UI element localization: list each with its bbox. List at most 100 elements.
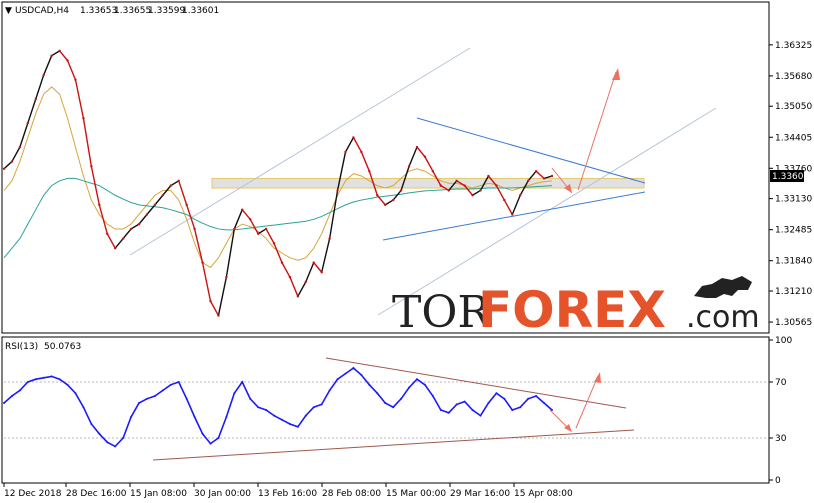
price-segment <box>495 185 505 201</box>
price-axis-tick-label: 1.33760 <box>775 164 812 174</box>
price-point <box>209 299 212 303</box>
price-segment <box>130 223 140 230</box>
price-segment <box>273 243 283 263</box>
price-point <box>391 198 395 202</box>
price-point <box>431 169 435 173</box>
price-segment <box>543 175 553 180</box>
price-point <box>249 218 252 221</box>
price-point <box>137 222 141 226</box>
price-series-layer <box>2 49 554 317</box>
rsi-point <box>527 397 530 400</box>
price-segment <box>114 238 124 249</box>
price-point <box>296 295 300 298</box>
price-segment <box>408 146 418 167</box>
price-segment <box>456 180 466 187</box>
rsi-point <box>543 402 546 404</box>
price-point <box>145 213 149 216</box>
price-point <box>10 160 14 163</box>
collapse-arrow-icon[interactable]: ▼ <box>5 6 12 16</box>
rsi-point <box>304 414 307 417</box>
price-segment <box>527 170 537 182</box>
price-point <box>121 237 125 240</box>
price-point <box>66 59 69 62</box>
rsi-point <box>233 392 236 395</box>
price-point <box>26 121 30 125</box>
price-segment <box>106 233 116 249</box>
rsi-point <box>193 416 196 418</box>
rsi-projection-down-arrowhead <box>564 424 572 432</box>
rsi-point <box>122 437 125 439</box>
rsi-point <box>145 397 148 400</box>
price-point <box>415 145 419 149</box>
price-point <box>90 165 93 168</box>
price-segment <box>392 189 402 201</box>
price-segment <box>464 185 474 196</box>
price-point <box>479 189 482 192</box>
axis-layer: 1.36325 1.35680 1.35050 1.34405 1.33760 1.331… <box>3 41 812 499</box>
price-segment <box>82 118 93 167</box>
price-segment <box>138 214 148 225</box>
rsi-axis-tick-label: 70 <box>775 378 787 388</box>
rsi-lower-trendline <box>152 429 635 461</box>
price-segment <box>122 228 132 240</box>
rsi-point <box>10 395 13 397</box>
price-point <box>376 194 379 197</box>
rsi-point <box>415 378 418 381</box>
price-point <box>399 189 403 192</box>
time-axis-tick-label: 12 Dec 2018 <box>4 489 62 499</box>
logo-tor: TOR <box>392 287 492 338</box>
price-segment <box>201 262 212 302</box>
rsi-point <box>217 437 220 439</box>
rsi-point <box>82 406 85 409</box>
rsi-point <box>169 383 172 386</box>
torforex-logo: TOR FOREX .com <box>392 276 760 339</box>
price-segment <box>360 151 370 172</box>
price-point <box>487 174 490 178</box>
rsi-point <box>368 383 371 386</box>
rsi-point <box>280 418 283 421</box>
price-point <box>233 227 236 231</box>
rsi-point <box>106 441 109 444</box>
price-segment <box>328 190 339 239</box>
price-point <box>344 150 347 154</box>
ohlc-high: 1.33655 <box>114 6 151 16</box>
price-point <box>74 78 77 81</box>
price-segment <box>27 98 37 124</box>
rsi-line <box>3 366 553 448</box>
rsi-point <box>376 392 379 395</box>
price-point <box>264 227 268 231</box>
time-axis-tick-label: 13 Feb 16:00 <box>258 489 317 499</box>
rsi-point <box>34 378 37 381</box>
rsi-point <box>392 406 395 409</box>
current-price-badge-bg <box>770 170 804 182</box>
rsi-point <box>384 402 387 404</box>
price-axis-tick-label: 1.35050 <box>775 102 812 112</box>
price-segment <box>19 122 29 148</box>
rsi-point <box>74 392 77 395</box>
rsi-point <box>455 403 458 406</box>
rsi-point <box>3 402 5 404</box>
price-point <box>423 155 427 158</box>
rsi-point <box>50 375 53 378</box>
price-point <box>550 174 554 178</box>
rsi-point <box>535 395 538 397</box>
rsi-axis-tick-label: 100 <box>775 336 792 346</box>
rsi-point <box>265 409 268 411</box>
price-point <box>352 136 355 139</box>
price-axis-tick-label: 1.32485 <box>775 226 812 236</box>
price-axis-tick-label: 1.35680 <box>775 72 812 82</box>
rsi-point <box>66 383 69 386</box>
price-segment <box>233 209 243 230</box>
price-segment <box>400 166 410 191</box>
price-point <box>241 208 244 211</box>
price-pane-frame <box>1 1 770 334</box>
rsi-axis-tick-label: 30 <box>775 434 787 444</box>
time-axis-tick-label: 15 Jan 08:00 <box>130 489 187 499</box>
rsi-point <box>225 416 228 418</box>
rsi-point <box>431 395 434 397</box>
price-point <box>58 49 61 53</box>
price-point <box>177 179 180 183</box>
price-point <box>407 165 411 168</box>
price-point <box>519 194 522 197</box>
rsi-point <box>209 442 212 445</box>
